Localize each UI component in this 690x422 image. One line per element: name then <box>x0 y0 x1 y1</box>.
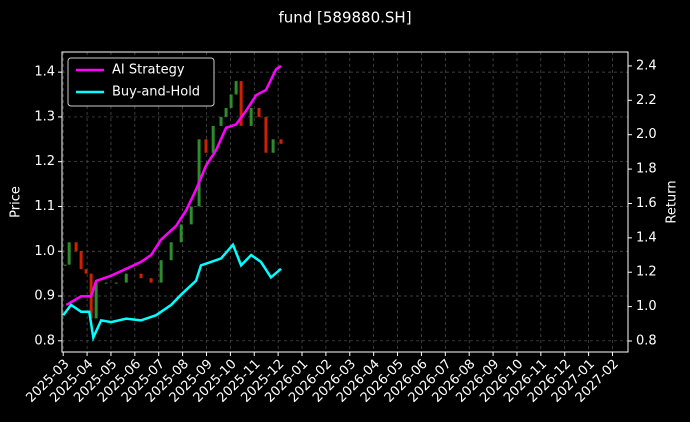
y2-tick-label: 1.4 <box>636 230 657 245</box>
y-tick-label: 1.3 <box>34 109 55 124</box>
candle <box>257 107 261 117</box>
y2-tick-label: 1.0 <box>636 299 657 314</box>
series-line <box>62 242 282 342</box>
candle <box>94 282 98 319</box>
y2-tick-label: 1.2 <box>636 265 657 280</box>
candle <box>79 251 83 270</box>
y2-tick-label: 2.4 <box>636 58 657 73</box>
candle <box>204 139 208 153</box>
candle <box>169 242 173 261</box>
candle <box>279 139 283 144</box>
y2-tick-label: 1.6 <box>636 196 657 211</box>
candle <box>197 139 201 207</box>
candle <box>139 273 143 279</box>
candle <box>104 282 108 284</box>
y-tick-label: 1.1 <box>34 199 55 214</box>
y2-tick-label: 2.0 <box>636 127 657 142</box>
candle <box>219 116 223 126</box>
y-tick-label: 0.8 <box>34 333 55 348</box>
candle <box>229 94 233 108</box>
candle <box>249 107 253 126</box>
candle <box>84 269 88 274</box>
candle <box>224 107 228 117</box>
plot-frame <box>61 51 629 353</box>
series-line <box>65 64 282 306</box>
candle <box>67 242 71 265</box>
candle <box>179 224 183 243</box>
candle <box>189 206 193 225</box>
legend-label: AI Strategy <box>112 63 185 78</box>
candle <box>124 273 128 283</box>
candle <box>74 242 78 252</box>
y2-tick-label: 2.2 <box>636 93 657 108</box>
y-tick-label: 0.9 <box>34 289 55 304</box>
candle <box>211 125 215 153</box>
candle <box>159 260 163 283</box>
chart-title: fund [589880.SH] <box>278 9 411 27</box>
y-tick-label: 1.2 <box>34 154 55 169</box>
candle <box>264 116 268 153</box>
y2-tick-label: 0.8 <box>636 333 657 348</box>
y-axis-label: Price <box>9 186 24 218</box>
candle <box>271 139 275 153</box>
y-tick-label: 1.4 <box>34 65 55 80</box>
candle <box>114 282 118 284</box>
y-tick-label: 1.0 <box>34 244 55 259</box>
candle <box>63 264 67 266</box>
legend: AI Strategy Buy-and-Hold <box>67 57 215 107</box>
candle <box>234 81 238 95</box>
candle <box>239 81 243 126</box>
legend-box <box>67 57 215 107</box>
candle <box>149 278 153 283</box>
legend-label: Buy-and-Hold <box>112 85 200 100</box>
y2-tick-label: 1.8 <box>636 162 657 177</box>
y2-axis-label: Return <box>665 180 680 223</box>
